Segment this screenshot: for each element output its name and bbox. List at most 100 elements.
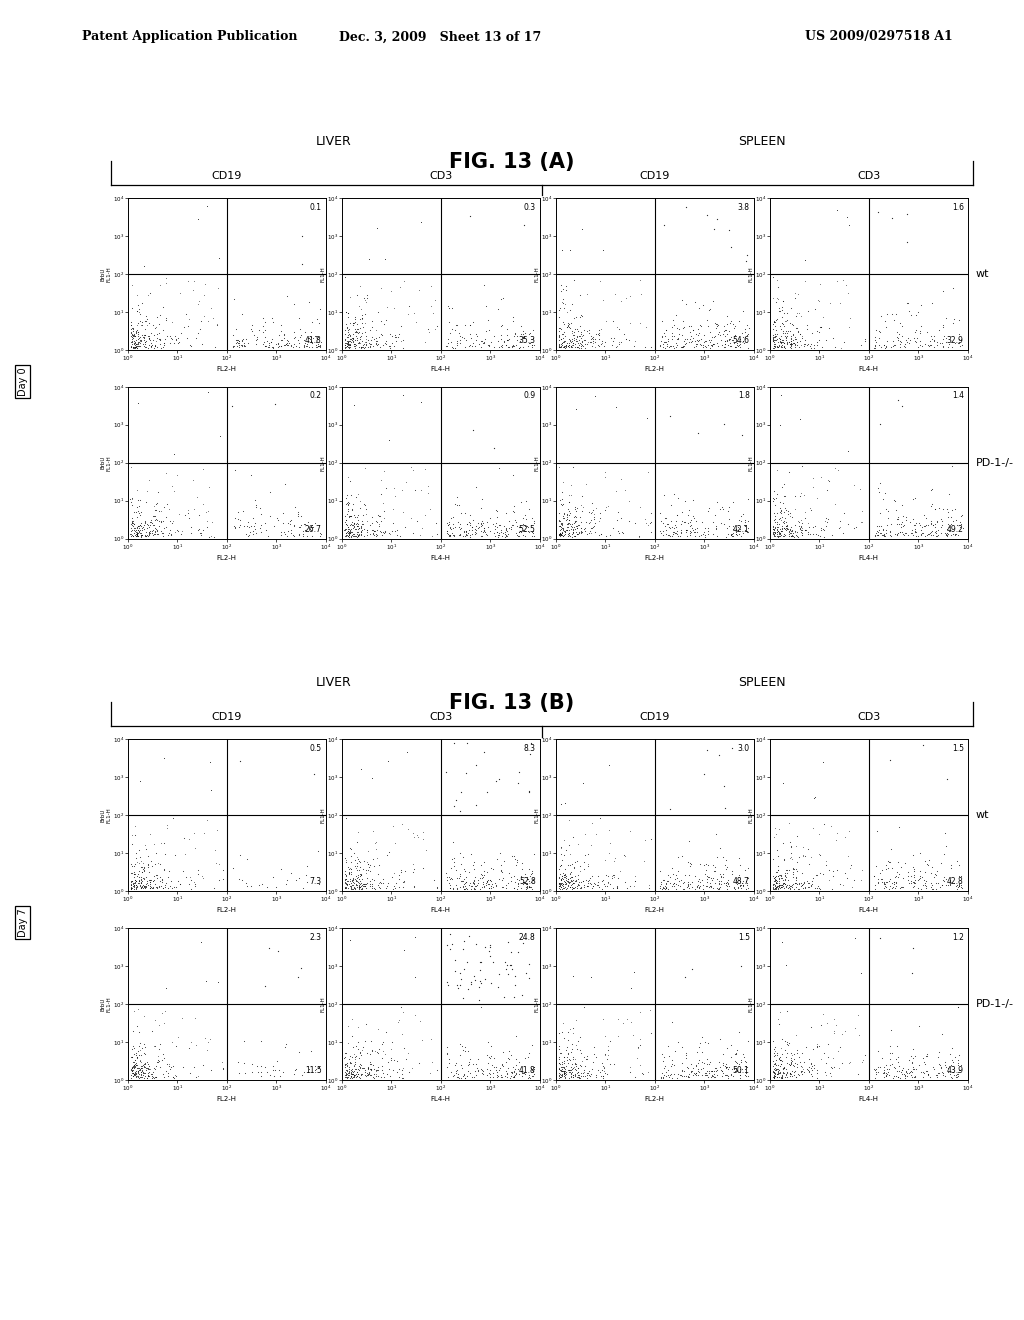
Point — [387, 325, 403, 346]
Point — [252, 1031, 268, 1052]
Point — [766, 870, 782, 891]
Point — [564, 1053, 581, 1074]
Point — [345, 873, 361, 894]
Point — [637, 337, 653, 358]
Point — [552, 1064, 568, 1085]
Point — [353, 878, 370, 899]
Point — [139, 1064, 156, 1085]
Point — [931, 1053, 947, 1074]
Point — [765, 866, 781, 887]
Point — [550, 866, 566, 887]
Point — [579, 875, 595, 896]
Point — [658, 513, 675, 535]
Point — [468, 754, 484, 775]
Text: 35.3: 35.3 — [519, 337, 536, 346]
Point — [344, 1064, 360, 1085]
Point — [776, 873, 793, 894]
Point — [596, 1060, 612, 1081]
Point — [345, 874, 361, 895]
Point — [566, 1053, 583, 1074]
Point — [439, 1057, 456, 1078]
Point — [348, 525, 365, 546]
Point — [806, 1057, 822, 1078]
Point — [463, 974, 479, 995]
Point — [386, 862, 402, 883]
Point — [441, 513, 458, 535]
Point — [123, 331, 139, 352]
Point — [712, 1056, 728, 1077]
Text: 42.8: 42.8 — [947, 878, 964, 887]
Point — [257, 1056, 273, 1077]
Point — [879, 513, 895, 535]
Point — [771, 818, 787, 840]
Point — [772, 498, 788, 519]
Point — [770, 865, 786, 886]
Point — [384, 866, 400, 887]
Point — [275, 335, 292, 356]
Point — [774, 517, 791, 539]
Point — [371, 854, 387, 875]
Point — [488, 874, 505, 895]
Point — [774, 290, 791, 312]
Point — [424, 525, 440, 546]
Point — [136, 834, 153, 855]
Point — [786, 1064, 803, 1085]
Point — [782, 836, 799, 857]
Point — [768, 1049, 784, 1071]
Point — [591, 322, 607, 343]
Point — [285, 337, 301, 358]
Point — [351, 490, 368, 511]
Point — [403, 507, 420, 528]
Point — [412, 524, 428, 545]
Point — [124, 871, 140, 892]
Point — [265, 867, 282, 888]
Point — [706, 1067, 722, 1088]
Point — [586, 515, 602, 536]
Point — [508, 851, 524, 873]
Point — [348, 876, 365, 898]
Point — [520, 521, 537, 543]
Point — [342, 506, 358, 527]
Point — [674, 511, 690, 532]
Point — [133, 1051, 150, 1072]
Point — [692, 329, 709, 350]
Point — [817, 508, 834, 529]
Point — [129, 1016, 145, 1038]
Point — [914, 335, 931, 356]
Point — [526, 525, 543, 546]
Point — [873, 871, 890, 892]
Point — [522, 865, 539, 886]
Point — [141, 282, 158, 304]
Point — [792, 519, 808, 540]
Point — [689, 875, 706, 896]
Point — [128, 1055, 144, 1076]
Point — [361, 871, 378, 892]
Point — [356, 525, 373, 546]
Point — [299, 855, 315, 876]
Text: 0.2: 0.2 — [309, 391, 322, 400]
Point — [570, 1067, 587, 1088]
Point — [652, 871, 669, 892]
Point — [352, 1043, 369, 1064]
Point — [124, 488, 140, 510]
Point — [554, 1060, 570, 1081]
Point — [940, 337, 956, 358]
Point — [795, 873, 811, 894]
Point — [136, 325, 153, 346]
Point — [871, 1056, 888, 1077]
Point — [570, 515, 587, 536]
Point — [135, 1061, 152, 1082]
Point — [343, 1063, 359, 1084]
Point — [551, 1064, 567, 1085]
Point — [395, 384, 412, 405]
Point — [682, 874, 698, 895]
Point — [126, 874, 142, 895]
Point — [393, 861, 410, 882]
Point — [302, 516, 318, 537]
Point — [781, 859, 798, 880]
Point — [465, 420, 481, 441]
Point — [664, 857, 680, 878]
Point — [500, 524, 516, 545]
Point — [373, 521, 389, 543]
Point — [297, 513, 313, 535]
